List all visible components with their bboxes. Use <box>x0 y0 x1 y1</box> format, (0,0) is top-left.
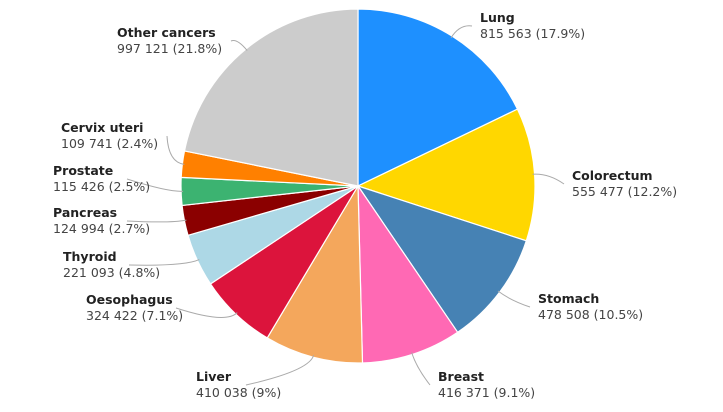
leader-line <box>230 40 248 51</box>
leader-line <box>128 259 200 266</box>
leader-line <box>450 25 473 39</box>
slice-label-name: Lung <box>480 10 515 25</box>
slice-label-value: 124 994 (2.7%) <box>53 221 150 236</box>
slice-label-value: 109 741 (2.4%) <box>61 136 158 151</box>
leader-line <box>411 352 431 386</box>
leader-line <box>126 178 184 192</box>
slice-label-value: 555 477 (12.2%) <box>572 184 677 199</box>
leader-line <box>126 219 187 223</box>
slice-label-name: Breast <box>438 369 484 384</box>
leader-line <box>175 307 238 318</box>
slice-label-value: 478 508 (10.5%) <box>538 307 643 322</box>
slice-label-name: Liver <box>196 369 232 384</box>
slices <box>180 8 536 364</box>
slice-label-value: 324 422 (7.1%) <box>86 308 183 323</box>
leader-line <box>497 290 531 308</box>
leader-lines <box>126 25 565 386</box>
slice-label-value: 997 121 (21.8%) <box>117 41 222 56</box>
leader-line <box>245 355 315 386</box>
slice-label-name: Other cancers <box>117 25 216 40</box>
slice-label-name: Prostate <box>53 163 113 178</box>
slice-label-name: Stomach <box>538 291 599 306</box>
slice-label-name: Pancreas <box>53 205 117 220</box>
slice-label-value: 815 563 (17.9%) <box>480 26 585 41</box>
slice-label-value: 221 093 (4.8%) <box>63 265 160 280</box>
slice-label-name: Oesophagus <box>86 292 173 307</box>
leader-line <box>532 173 565 185</box>
slice-label-name: Thyroid <box>63 249 117 264</box>
slice-label-value: 416 371 (9.1%) <box>438 385 535 400</box>
leader-line <box>166 135 185 165</box>
slice-label-name: Colorectum <box>572 168 653 183</box>
slice-label-value: 115 426 (2.5%) <box>53 179 150 194</box>
slice-label-name: Cervix uteri <box>61 120 143 135</box>
slice-label-value: 410 038 (9%) <box>196 385 281 400</box>
